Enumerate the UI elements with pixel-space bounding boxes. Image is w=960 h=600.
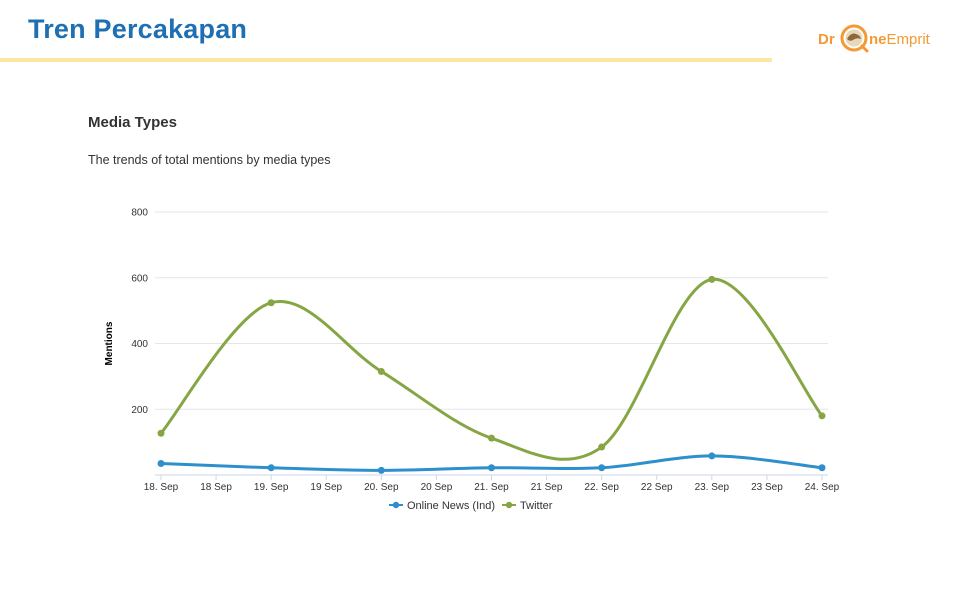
- data-point-twitter: [157, 429, 165, 437]
- y-tick-label: 200: [131, 405, 148, 416]
- x-tick-label: 22. Sep: [584, 482, 619, 493]
- x-tick-label: 21 Sep: [531, 482, 563, 493]
- data-point-online-news-ind: [377, 466, 385, 474]
- data-point-twitter: [267, 299, 275, 307]
- y-tick-label: 400: [131, 339, 148, 350]
- x-tick-label: 21. Sep: [474, 482, 509, 493]
- y-tick-label: 600: [131, 273, 148, 284]
- x-tick-label: 20 Sep: [421, 482, 453, 493]
- logo-text-emprit: Emprit: [886, 31, 930, 48]
- legend-marker-twitter: [505, 501, 513, 509]
- series-line-twitter: [159, 277, 824, 461]
- x-tick-label: 18 Sep: [200, 482, 232, 493]
- x-tick-label: 19 Sep: [310, 482, 342, 493]
- data-point-twitter: [488, 434, 495, 442]
- logo-text-rest: neEmprit: [869, 31, 930, 48]
- drone-logo-icon: [840, 24, 869, 53]
- data-point-twitter: [708, 275, 716, 283]
- data-point-twitter: [818, 412, 826, 420]
- x-tick-label: 20. Sep: [364, 482, 399, 493]
- title-underline: [0, 58, 772, 62]
- x-tick-label: 18. Sep: [144, 482, 179, 493]
- data-point-online-news-ind: [267, 464, 275, 472]
- x-tick-label: 22 Sep: [641, 482, 673, 493]
- x-tick-label: 23. Sep: [695, 482, 730, 493]
- legend-marker-online-news-ind: [392, 501, 400, 509]
- data-point-online-news-ind: [708, 452, 716, 460]
- y-axis-title: Mentions: [104, 321, 115, 365]
- drone-emprit-logo: Dr neEmprit: [818, 22, 943, 56]
- x-tick-label: 24. Sep: [805, 482, 840, 493]
- data-point-online-news-ind: [818, 464, 826, 472]
- logo-text-ne: ne: [869, 31, 887, 48]
- x-tick-label: 23 Sep: [751, 482, 783, 493]
- x-tick-label: 19. Sep: [254, 482, 289, 493]
- chart-subtitle: The trends of total mentions by media ty…: [88, 153, 331, 167]
- legend-label-twitter: Twitter: [520, 500, 553, 512]
- slide-title: Tren Percakapan: [28, 14, 248, 44]
- legend-label-online-news-ind: Online News (Ind): [407, 500, 495, 512]
- data-point-twitter: [598, 443, 606, 451]
- data-point-online-news-ind: [598, 464, 606, 472]
- data-point-online-news-ind: [157, 459, 165, 467]
- data-point-twitter: [377, 367, 385, 375]
- logo-text-dr: Dr: [818, 31, 835, 48]
- y-tick-label: 800: [131, 208, 148, 219]
- data-point-online-news-ind: [488, 464, 495, 472]
- chart-title: Media Types: [88, 114, 177, 131]
